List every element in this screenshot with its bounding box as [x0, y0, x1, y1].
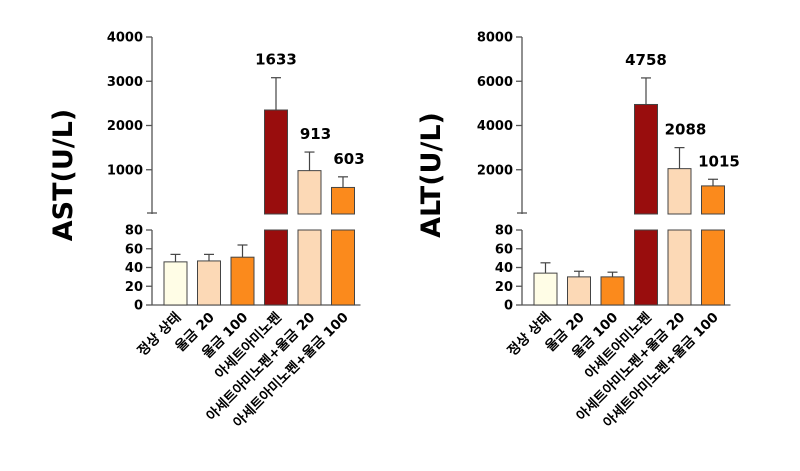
y-tick-label: 1000 [107, 163, 143, 178]
data-label: 2088 [665, 121, 707, 139]
y-tick-label: 80 [495, 224, 513, 239]
bar [567, 276, 591, 306]
y-tick-label: 40 [495, 261, 513, 276]
y-tick-label: 60 [495, 242, 513, 257]
data-label: 913 [300, 125, 331, 143]
y-tick-label: 20 [495, 280, 513, 295]
bar-upper-segment [297, 170, 322, 215]
y-tick-label: 6000 [477, 75, 513, 90]
bar-lower-segment [701, 229, 725, 306]
bar [600, 276, 625, 306]
bar [230, 256, 255, 306]
bar-upper-segment [264, 109, 288, 215]
y-tick-label: 2000 [107, 119, 143, 134]
data-label: 1633 [255, 51, 297, 69]
y-tick-label: 4000 [477, 119, 513, 134]
bar [533, 272, 558, 306]
data-label: 4758 [625, 51, 667, 69]
x-tick-label: 정상 상태 [134, 309, 184, 359]
bar-lower-segment [297, 229, 322, 306]
y-tick-label: 80 [125, 224, 143, 239]
y-axis-title: AST(U/L) [48, 109, 79, 241]
data-label: 1015 [698, 152, 740, 170]
x-tick-label: 정상 상태 [504, 309, 554, 359]
bar-upper-segment [331, 186, 355, 215]
bar-upper-segment [701, 185, 725, 215]
y-tick-label: 8000 [477, 31, 513, 46]
y-tick-label: 40 [125, 261, 143, 276]
bar-lower-segment [634, 229, 658, 306]
y-tick-label: 20 [125, 280, 143, 295]
y-tick-label: 3000 [107, 75, 143, 90]
y-axis-title: ALT(U/L) [416, 112, 447, 238]
y-tick-label: 60 [125, 242, 143, 257]
bar [163, 261, 188, 306]
bar [197, 260, 221, 306]
bar-lower-segment [667, 229, 692, 306]
bar-lower-segment [264, 229, 288, 306]
y-tick-label: 4000 [107, 31, 143, 46]
bar-lower-segment [331, 229, 355, 306]
bar-upper-segment [667, 168, 692, 215]
y-tick-label: 0 [134, 299, 143, 314]
y-tick-label: 2000 [477, 163, 513, 178]
bar-upper-segment [634, 103, 658, 215]
data-label: 603 [333, 150, 364, 168]
y-tick-label: 0 [504, 299, 513, 314]
